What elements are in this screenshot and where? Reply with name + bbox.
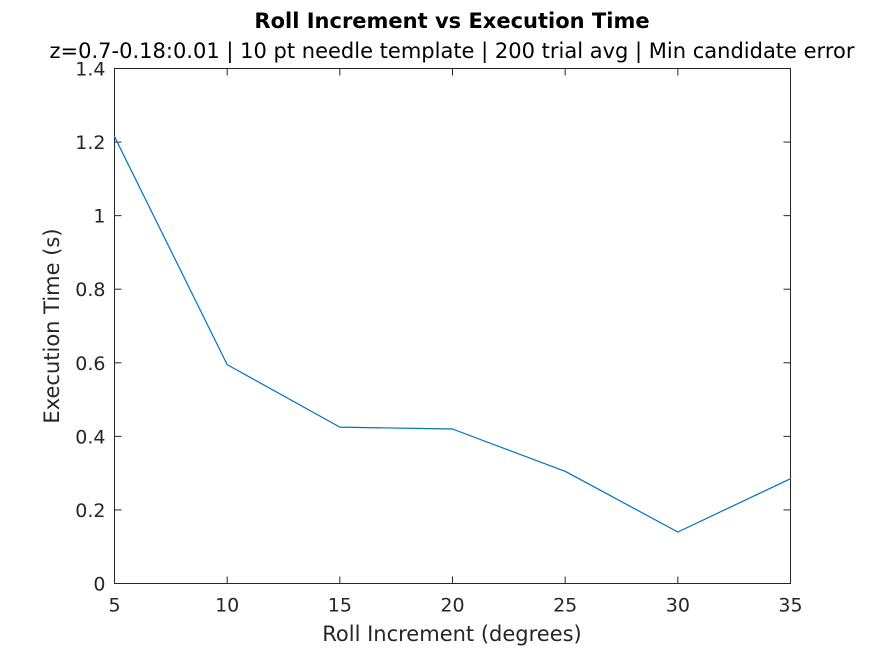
y-axis-ticks: 0 0.2 0.4 0.6 0.8 1 1.2 1.4 — [75, 59, 791, 596]
y-tick-1-4-label: 1.4 — [75, 59, 105, 81]
data-point-20 — [451, 428, 454, 430]
x-tick-25-label: 25 — [553, 595, 577, 617]
data-point-30 — [677, 531, 679, 533]
data-point-15 — [339, 426, 341, 428]
y-tick-0-2-label: 0.2 — [75, 500, 105, 522]
x-tick-35-label: 35 — [778, 595, 802, 617]
x-tick-30-label: 30 — [666, 595, 690, 617]
x-axis-label: Roll Increment (degrees) — [322, 622, 582, 646]
y-tick-0-8-label: 0.8 — [75, 279, 105, 301]
x-axis-ticks: 5 10 15 20 25 30 35 — [108, 68, 803, 617]
data-point-10 — [226, 364, 228, 366]
y-tick-0-label: 0 — [93, 574, 105, 596]
x-tick-5-label: 5 — [108, 595, 120, 617]
y-tick-1-2-label: 1.2 — [75, 132, 105, 154]
series-group — [113, 135, 792, 533]
chart-title: Roll Increment vs Execution Time — [254, 9, 649, 33]
chart-subtitle: z=0.7-0.18:0.01 | 10 pt needle template … — [50, 39, 855, 64]
data-point-5 — [113, 135, 116, 138]
plot-area: 0 0.2 0.4 0.6 0.8 1 1.2 1.4 5 10 15 20 25 30 35 — [75, 59, 802, 617]
data-point-25 — [564, 470, 566, 472]
y-tick-0-4-label: 0.4 — [75, 426, 105, 448]
x-tick-10-label: 10 — [215, 595, 239, 617]
data-point-35 — [789, 478, 792, 480]
y-tick-0-6-label: 0.6 — [75, 353, 105, 375]
y-axis-label: Execution Time (s) — [40, 228, 64, 423]
y-tick-1-label: 1 — [93, 206, 105, 228]
x-tick-20-label: 20 — [440, 595, 464, 617]
x-tick-15-label: 15 — [328, 595, 352, 617]
axes-box — [114, 68, 791, 584]
